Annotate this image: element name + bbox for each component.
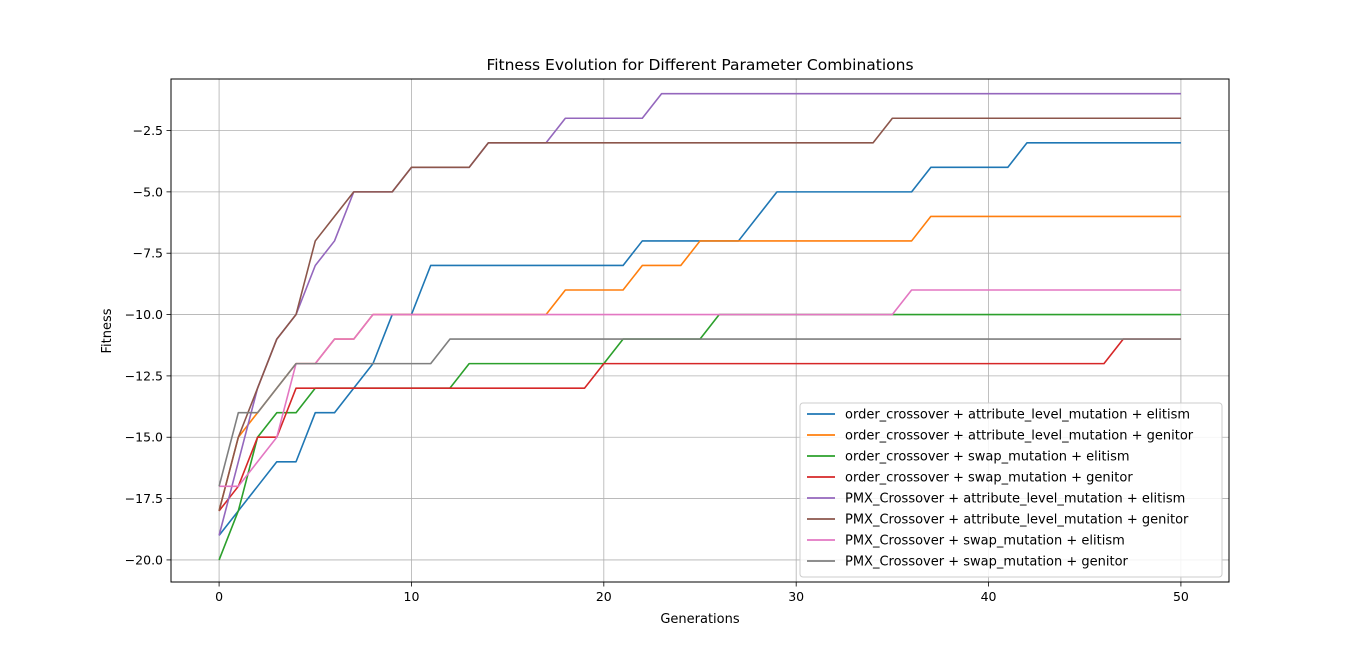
legend-label: PMX_Crossover + swap_mutation + genitor [845,555,1129,570]
legend-item: order_crossover + swap_mutation + elitis… [807,450,1130,465]
series-lines [218,92,1181,561]
legend-item: order_crossover + attribute_level_mutati… [807,429,1194,444]
x-tick-label: 40 [981,589,997,604]
x-tick-label: 20 [596,589,612,604]
series-line-4 [218,338,1181,512]
x-tick-label: 50 [1173,589,1189,604]
legend-label: order_crossover + swap_mutation + genito… [845,471,1133,486]
y-axis-ticks: −20.0 −17.5 −15.0 −12.5 −10.0 −7.5 −5.0 −2.5 [125,123,171,567]
y-tick-label: −10.0 [125,307,163,322]
y-tick-label: −2.5 [133,123,163,138]
x-tick-label: 10 [404,589,420,604]
legend-item: PMX_Crossover + swap_mutation + genitor [807,555,1129,570]
legend-label: order_crossover + attribute_level_mutati… [845,429,1194,444]
x-tick-label: 30 [788,589,804,604]
legend-label: PMX_Crossover + attribute_level_mutation… [845,513,1189,528]
legend-label: PMX_Crossover + swap_mutation + elitism [845,534,1125,549]
legend-item: order_crossover + swap_mutation + genito… [807,471,1133,486]
x-axis-label: Generations [660,612,740,627]
y-axis-label: Fitness [100,308,115,353]
chart-title: Fitness Evolution for Different Paramete… [486,56,913,74]
y-tick-label: −15.0 [125,430,163,445]
y-tick-label: −20.0 [125,552,163,567]
y-tick-label: −17.5 [125,491,163,506]
legend-label: PMX_Crossover + attribute_level_mutation… [845,492,1185,507]
x-axis-ticks: 0 10 20 30 40 50 [215,582,1189,604]
series-line-6 [218,117,1181,512]
y-tick-label: −7.5 [133,246,163,261]
series-line-7 [219,289,1181,488]
plot-frame [170,78,1230,583]
x-tick-label: 0 [215,589,223,604]
series-line-8 [218,338,1181,487]
y-tick-label: −12.5 [125,368,163,383]
y-tick-label: −5.0 [133,184,163,199]
legend-item: order_crossover + attribute_level_mutati… [807,408,1190,423]
legend-label: order_crossover + swap_mutation + elitis… [845,450,1130,465]
legend-item: PMX_Crossover + swap_mutation + elitism [807,534,1125,549]
legend-item: PMX_Crossover + attribute_level_mutation… [807,492,1185,507]
legend-box [799,402,1223,578]
legend-item: PMX_Crossover + attribute_level_mutation… [807,513,1189,528]
legend: order_crossover + attribute_level_mutati… [799,402,1223,578]
legend-label: order_crossover + attribute_level_mutati… [845,408,1190,423]
